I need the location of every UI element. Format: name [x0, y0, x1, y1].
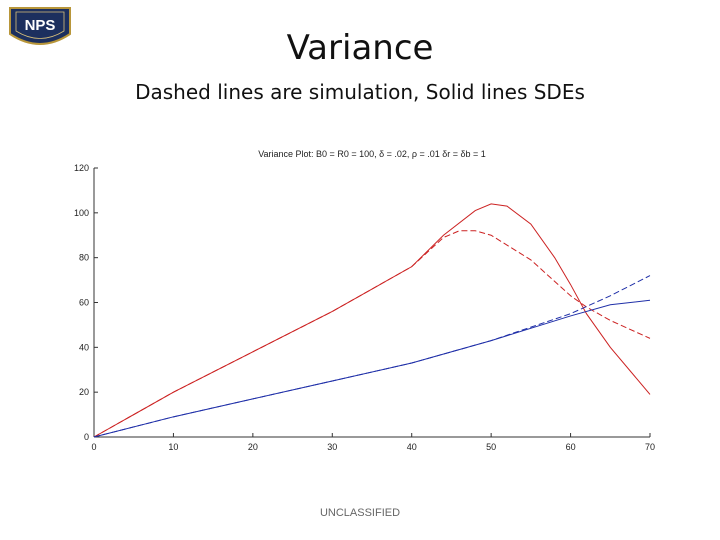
- x-tick-label: 20: [248, 442, 258, 452]
- y-tick-label: 40: [79, 342, 89, 352]
- y-tick-label: 120: [74, 163, 89, 173]
- slide-title: Variance: [286, 28, 434, 68]
- x-tick-label: 70: [645, 442, 655, 452]
- y-tick-label: 0: [84, 432, 89, 442]
- series-line-2: [93, 230, 651, 438]
- nps-logo: NPS: [9, 7, 71, 45]
- logo-text: NPS: [25, 17, 56, 34]
- x-tick-label: 40: [407, 442, 417, 452]
- classification-footer: UNCLASSIFIED: [319, 507, 401, 519]
- y-tick-label: 60: [79, 298, 89, 308]
- slide-subtitle: Dashed lines are simulation, Solid lines…: [135, 80, 585, 104]
- y-tick-label: 80: [79, 253, 89, 263]
- x-tick-label: 30: [327, 442, 337, 452]
- axes: 0 10 20 30 40 50 60 70 0 20 40 60 80 100 120: [74, 163, 655, 452]
- x-tick-label: 60: [566, 442, 576, 452]
- series-group: [93, 203, 651, 438]
- series-line-1: [93, 203, 651, 438]
- chart-title: Variance Plot: B0 = R0 = 100, δ = .02, ρ…: [258, 149, 486, 159]
- series-line-4: [93, 275, 651, 438]
- x-tick-label: 0: [91, 442, 96, 452]
- x-tick-label: 10: [168, 442, 178, 452]
- y-tick-label: 100: [74, 208, 89, 218]
- x-tick-label: 50: [486, 442, 496, 452]
- y-tick-label: 20: [79, 387, 89, 397]
- series-line-3: [93, 299, 651, 438]
